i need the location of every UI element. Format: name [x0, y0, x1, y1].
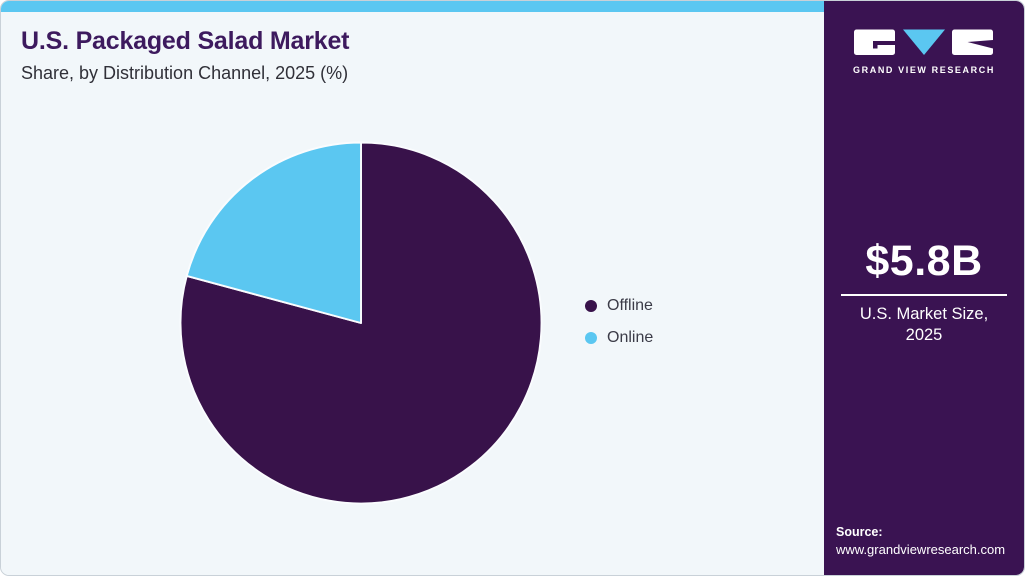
logo-v-triangle [903, 29, 945, 55]
legend-swatch-offline-icon [585, 300, 597, 312]
brand-sidebar: GRAND VIEW RESEARCH $5.8B U.S. Market Si… [824, 1, 1024, 575]
market-size-divider [841, 294, 1007, 296]
gvr-logo-icon [854, 29, 993, 55]
logo-r-block [952, 29, 993, 55]
market-size-callout: $5.8B U.S. Market Size, 2025 [824, 237, 1024, 346]
market-size-label: U.S. Market Size, 2025 [859, 305, 989, 345]
chart-panel: U.S. Packaged Salad Market Share, by Dis… [1, 1, 824, 575]
top-accent-bar [1, 1, 824, 12]
brand-name: GRAND VIEW RESEARCH [853, 65, 995, 75]
legend-label-offline: Offline [607, 297, 653, 314]
source-label: Source: [836, 525, 883, 539]
legend-item-online: Online [585, 329, 653, 347]
legend-swatch-online-icon [585, 332, 597, 344]
gvr-logo: GRAND VIEW RESEARCH [824, 29, 1024, 75]
legend-item-offline: Offline [585, 297, 653, 315]
source-url: www.grandviewresearch.com [836, 542, 1006, 557]
chart-header: U.S. Packaged Salad Market Share, by Dis… [21, 27, 349, 84]
legend-label-online: Online [607, 329, 654, 346]
market-size-value: $5.8B [865, 237, 983, 285]
chart-legend: Offline Online [585, 297, 653, 361]
logo-g-block [854, 29, 895, 55]
page-title: U.S. Packaged Salad Market [21, 27, 350, 55]
source-block: Source: www.grandviewresearch.com [836, 525, 1005, 557]
pie-chart [179, 141, 543, 505]
chart-subtitle: Share, by Distribution Channel, 2025 (%) [21, 63, 349, 83]
pie-slice-online [185, 141, 362, 324]
